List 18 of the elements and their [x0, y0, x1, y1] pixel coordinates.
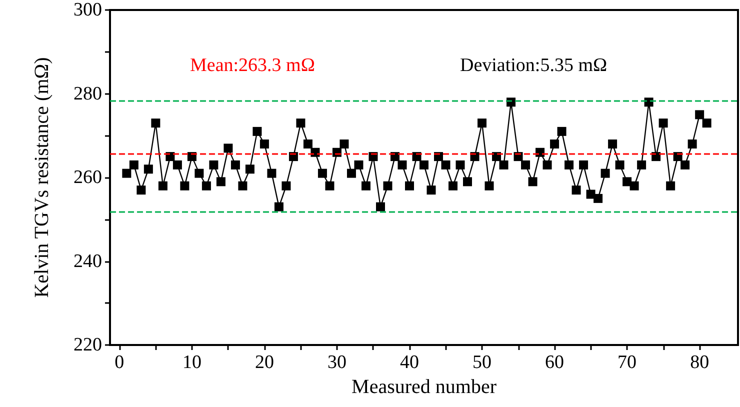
x-tick-label: 60 — [545, 352, 564, 373]
y-tick-label: 260 — [74, 167, 102, 188]
x-tick-label: 80 — [690, 352, 710, 373]
y-axis-title: Kelvin TGVs resistance (mΩ) — [31, 57, 53, 298]
y-tick-label: 240 — [74, 250, 102, 272]
x-tick-label: 20 — [254, 352, 274, 373]
annotation: Deviation:5.35 mΩ — [460, 55, 608, 76]
y-tick-label: 220 — [74, 334, 102, 356]
x-tick-label: 40 — [400, 352, 419, 373]
x-tick-label: 30 — [327, 352, 346, 373]
x-tick-label: 70 — [618, 352, 637, 373]
x-tick-label: 50 — [472, 352, 492, 373]
annotation: Mean:263.3 mΩ — [190, 55, 315, 76]
x-axis-title: Measured number — [352, 376, 497, 398]
y-tick-label: 300 — [74, 0, 102, 20]
x-tick-label: 0 — [114, 352, 124, 373]
y-tick-label: 280 — [74, 83, 102, 104]
x-tick-label: 10 — [182, 352, 202, 373]
